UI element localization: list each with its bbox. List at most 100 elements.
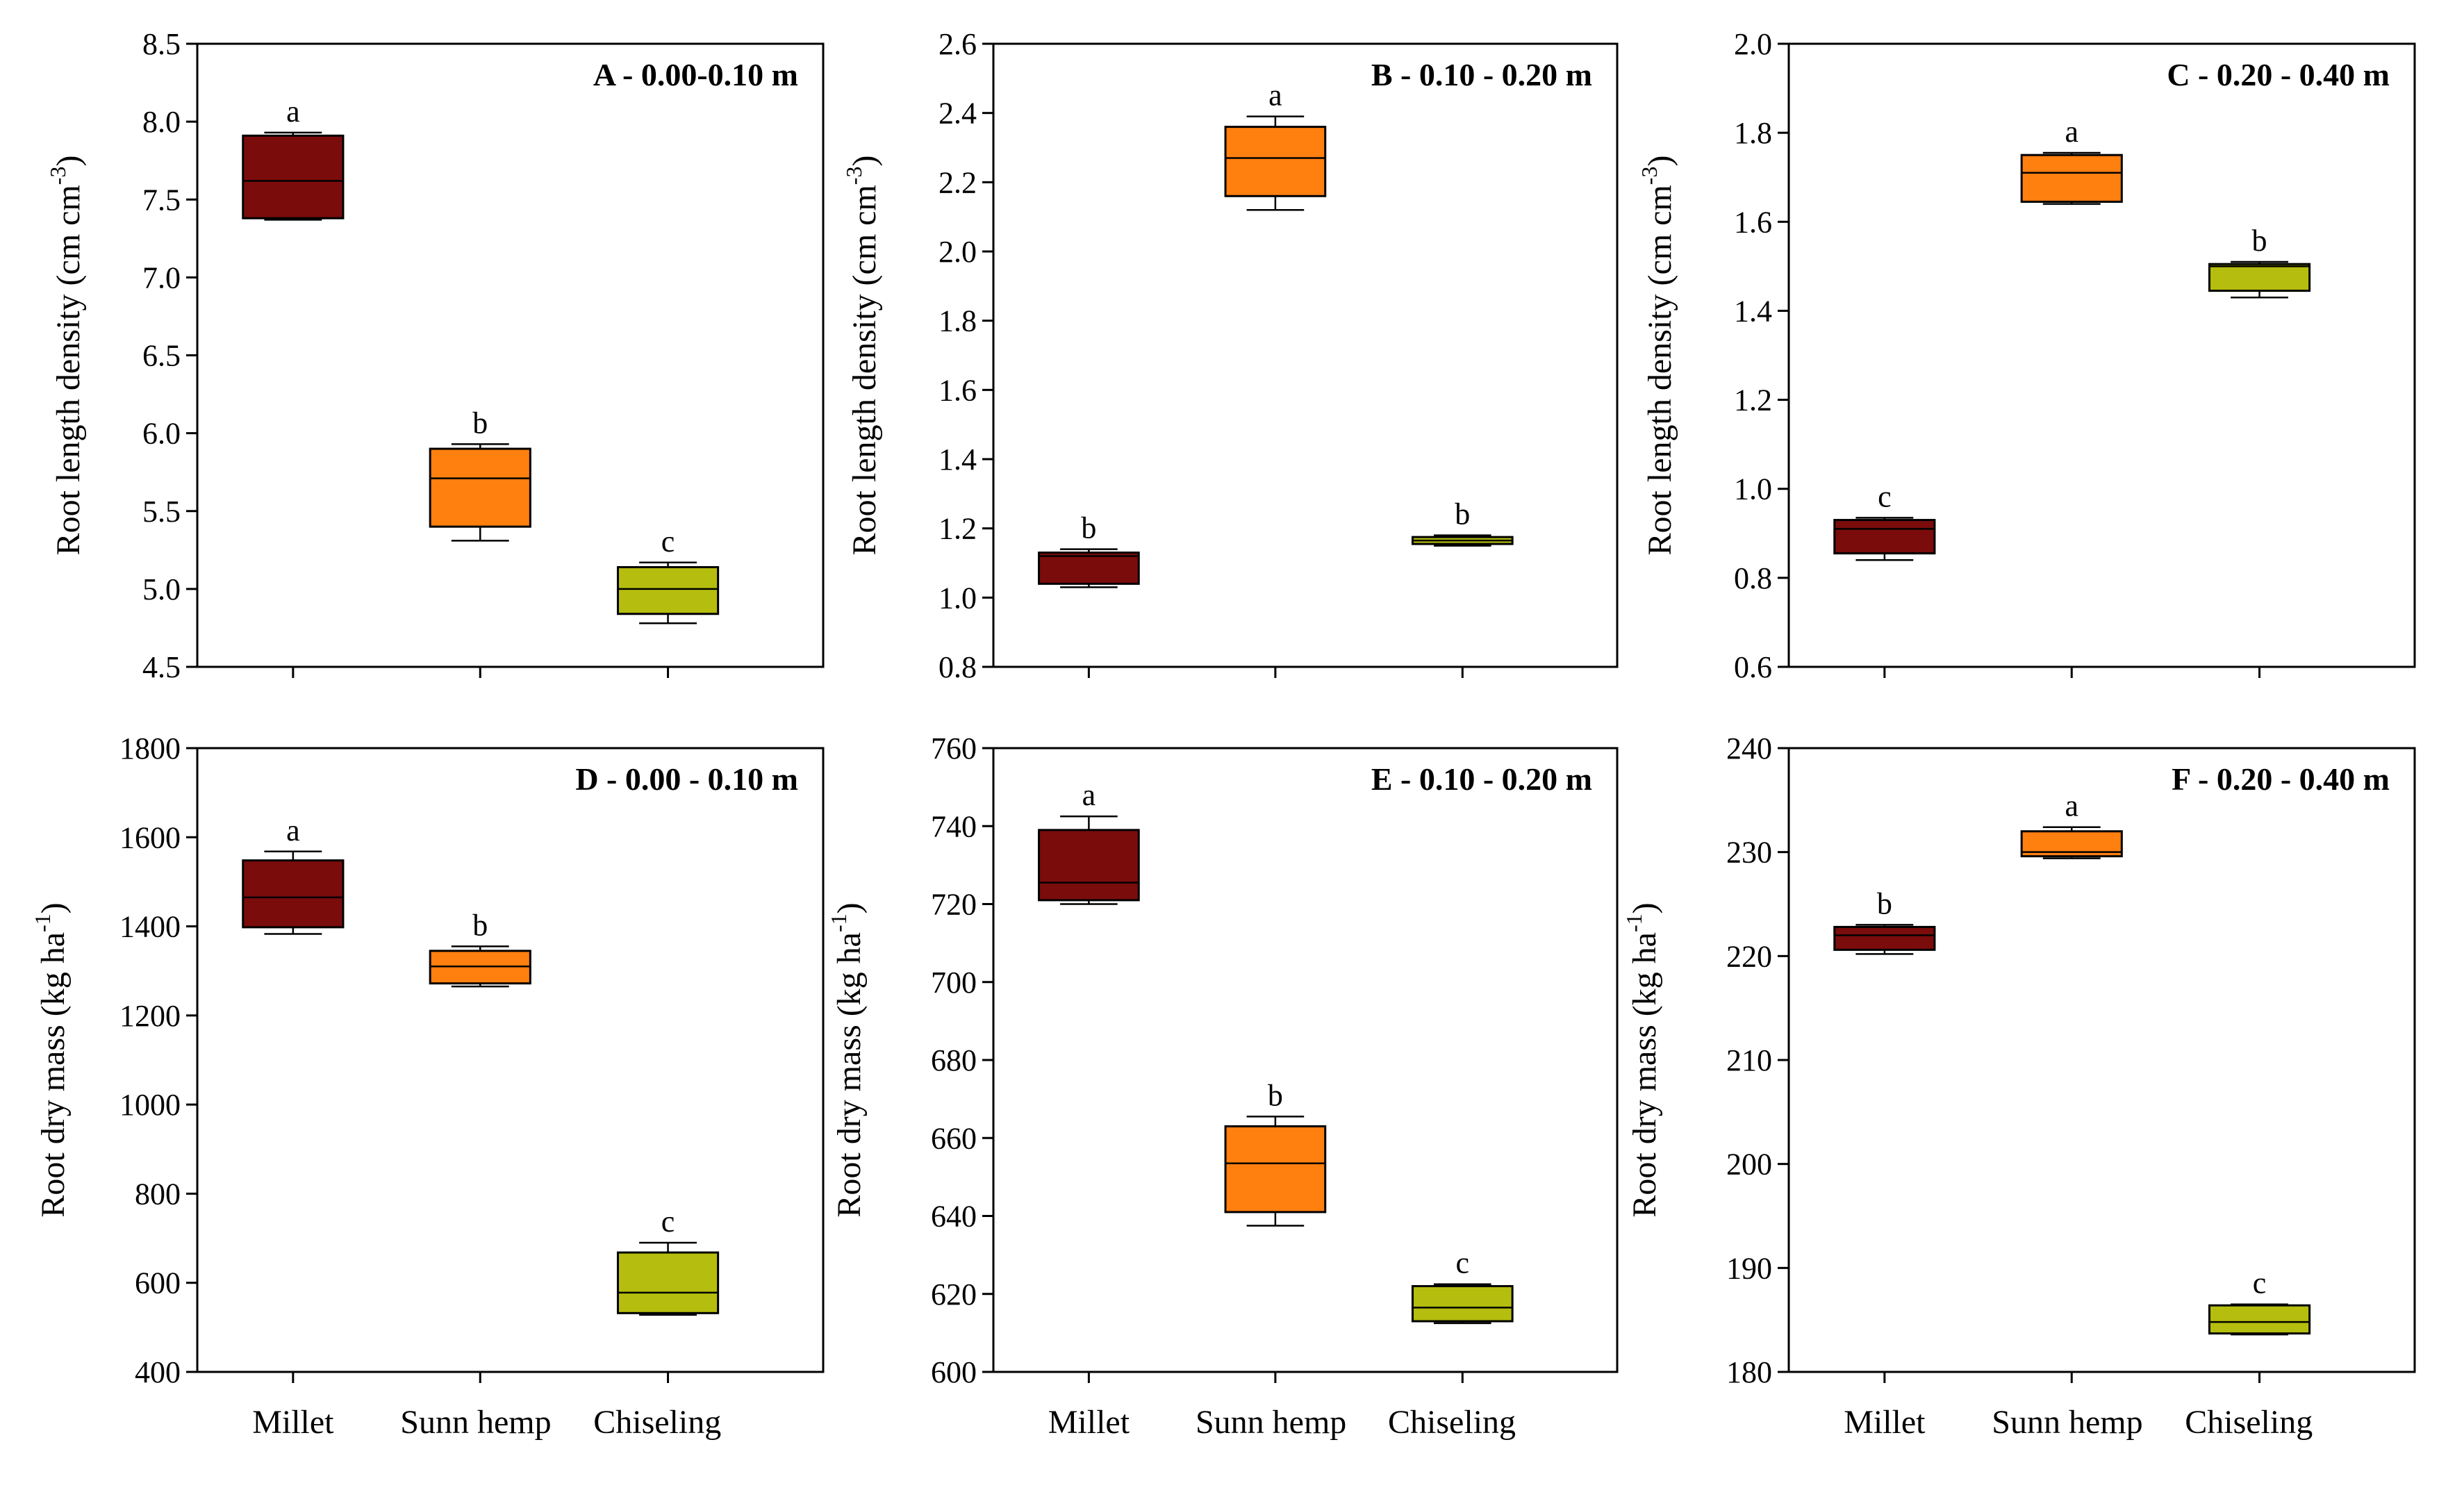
y-tick-label: 8.5 bbox=[142, 27, 181, 61]
x-category-label: Sunn hemp bbox=[1196, 1404, 1346, 1441]
y-tick-label: 2.2 bbox=[939, 165, 977, 199]
y-axis-title: Root length density (cm cm-3) bbox=[1637, 156, 1678, 556]
chart-panel-5: 600 620 640 660 680 700 720 740 760 Millet Sunn he… bbox=[826, 731, 1619, 1441]
y-axis-title-end: ) bbox=[831, 902, 868, 913]
box-sunn-hemp: b bbox=[429, 406, 531, 542]
iqr-box bbox=[616, 1251, 720, 1314]
significance-letter: b bbox=[1877, 886, 1892, 920]
significance-letter: a bbox=[2065, 789, 2078, 823]
x-category-label: Sunn hemp bbox=[1992, 1404, 2142, 1441]
box-chiseling: c bbox=[616, 524, 720, 624]
y-axis-title: Root dry mass (kg ha-1) bbox=[1621, 902, 1663, 1217]
y-tick-label: 0.6 bbox=[1734, 650, 1772, 684]
y-tick-label: 2.6 bbox=[939, 27, 977, 61]
panel-title: B - 0.10 - 0.20 m bbox=[1371, 57, 1592, 92]
y-tick-label: 700 bbox=[931, 966, 977, 1000]
significance-letter: a bbox=[1082, 778, 1096, 812]
y-tick-label: 720 bbox=[931, 888, 977, 922]
chart-panel-2: 0.8 1.0 1.2 1.4 1.6 1.8 2.0 2.2 2.4 2.6 Root lengt… bbox=[841, 27, 1619, 684]
y-axis-title-main: Root dry mass (kg ha bbox=[1626, 932, 1663, 1218]
x-category-label: Millet bbox=[252, 1404, 334, 1441]
box-millet: b bbox=[1833, 886, 1936, 955]
y-axis-title-superscript: -3 bbox=[841, 167, 866, 185]
y-axis-title-end: ) bbox=[1642, 156, 1678, 167]
y-tick-label: 5.5 bbox=[142, 495, 181, 529]
y-tick-label: 210 bbox=[1726, 1043, 1772, 1077]
significance-letter: a bbox=[286, 94, 300, 129]
y-axis-title-superscript: -3 bbox=[45, 167, 70, 185]
significance-letter: b bbox=[1081, 511, 1096, 545]
significance-letter: c bbox=[2253, 1266, 2267, 1300]
y-axis-title-superscript: -3 bbox=[1637, 167, 1662, 185]
y-tick-label: 1200 bbox=[119, 999, 181, 1033]
y-tick-label: 2.4 bbox=[939, 97, 977, 131]
plot-frame bbox=[1787, 42, 2416, 668]
iqr-box bbox=[429, 447, 531, 528]
x-category-label: Chiseling bbox=[1388, 1404, 1516, 1441]
iqr-box bbox=[1833, 925, 1936, 951]
plot-frame bbox=[196, 747, 825, 1373]
y-axis-title: Root dry mass (kg ha-1) bbox=[826, 902, 868, 1217]
y-tick-label: 7.0 bbox=[142, 260, 181, 295]
y-axis-title: Root dry mass (kg ha-1) bbox=[30, 902, 72, 1217]
y-tick-label: 7.5 bbox=[142, 183, 181, 217]
y-tick-label: 1.8 bbox=[939, 304, 977, 338]
significance-letter: b bbox=[472, 908, 488, 942]
iqr-box bbox=[242, 134, 345, 220]
box-sunn-hemp: a bbox=[2020, 789, 2123, 859]
y-tick-label: 680 bbox=[931, 1043, 977, 1077]
y-tick-label: 600 bbox=[931, 1355, 977, 1389]
box-chiseling: b bbox=[2208, 224, 2311, 299]
box-millet: a bbox=[242, 94, 345, 221]
box-sunn-hemp: b bbox=[429, 908, 531, 988]
y-tick-label: 240 bbox=[1726, 731, 1772, 765]
iqr-box bbox=[2208, 1304, 2311, 1335]
y-tick-label: 4.5 bbox=[142, 650, 181, 684]
y-tick-label: 600 bbox=[135, 1266, 181, 1300]
y-axis-title-end: ) bbox=[1626, 902, 1663, 913]
y-tick-label: 1.4 bbox=[939, 442, 977, 477]
x-category-label: Millet bbox=[1048, 1404, 1130, 1441]
chart-panel-6: 180 190 200 210 220 230 240 Millet Sunn hemp Chis… bbox=[1621, 731, 2416, 1441]
y-tick-label: 400 bbox=[135, 1355, 181, 1389]
box-chiseling: c bbox=[2208, 1266, 2311, 1336]
y-tick-label: 1800 bbox=[119, 731, 181, 765]
y-tick-label: 1.0 bbox=[939, 581, 977, 615]
y-tick-label: 2.0 bbox=[939, 235, 977, 269]
y-tick-label: 760 bbox=[931, 731, 977, 765]
y-tick-label: 660 bbox=[931, 1121, 977, 1155]
box-millet: b bbox=[1038, 511, 1140, 588]
y-tick-label: 1600 bbox=[119, 820, 181, 854]
plot-frame bbox=[992, 42, 1619, 668]
y-tick-label: 1.2 bbox=[1734, 383, 1772, 417]
y-tick-label: 8.0 bbox=[142, 105, 181, 139]
y-tick-label: 0.8 bbox=[1734, 561, 1772, 595]
iqr-box bbox=[1038, 829, 1140, 902]
y-tick-label: 1.8 bbox=[1734, 116, 1772, 150]
x-category-label: Sunn hemp bbox=[400, 1404, 551, 1441]
y-axis-title-superscript: -1 bbox=[30, 913, 55, 932]
iqr-box bbox=[1224, 126, 1327, 197]
iqr-box bbox=[2020, 154, 2123, 203]
chart-panel-4: 400 600 800 1000 1200 1400 1600 1800 Millet Sunn … bbox=[30, 731, 825, 1441]
iqr-box bbox=[1411, 1285, 1514, 1323]
box-sunn-hemp: b bbox=[1224, 1078, 1327, 1227]
y-axis-title-end: ) bbox=[846, 156, 883, 167]
x-category-label: Millet bbox=[1844, 1404, 1926, 1441]
iqr-box bbox=[616, 565, 720, 615]
panel-title: F - 0.20 - 0.40 m bbox=[2172, 761, 2390, 797]
y-tick-label: 1.0 bbox=[1734, 472, 1772, 506]
y-tick-label: 230 bbox=[1726, 836, 1772, 870]
box-chiseling: c bbox=[616, 1205, 720, 1316]
significance-letter: c bbox=[661, 524, 675, 558]
y-tick-label: 220 bbox=[1726, 939, 1772, 973]
y-axis-title-main: Root length density (cm cm bbox=[1642, 185, 1678, 555]
y-tick-label: 1.4 bbox=[1734, 294, 1772, 328]
box-sunn-hemp: a bbox=[1224, 78, 1327, 211]
iqr-box bbox=[242, 859, 345, 929]
y-axis-title: Root length density (cm cm-3) bbox=[45, 156, 87, 556]
significance-letter: a bbox=[1268, 78, 1282, 113]
y-tick-label: 1400 bbox=[119, 910, 181, 944]
significance-letter: b bbox=[1268, 1078, 1283, 1112]
x-category-label: Chiseling bbox=[593, 1404, 721, 1441]
